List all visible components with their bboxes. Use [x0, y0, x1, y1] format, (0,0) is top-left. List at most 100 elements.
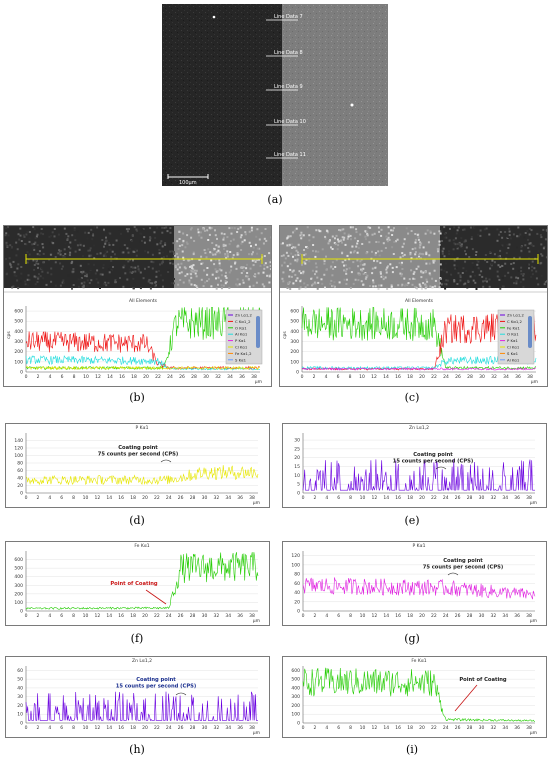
- x-tick-label: 24: [443, 725, 449, 731]
- x-tick-label: 16: [395, 495, 401, 501]
- y-tick-label: 20: [17, 483, 23, 489]
- x-tick-label: 10: [83, 613, 89, 619]
- x-tick-label: 26: [455, 613, 461, 619]
- x-tick-label: 24: [166, 495, 172, 501]
- y-tick-label: 120: [14, 446, 23, 452]
- y-tick-label: 0: [20, 721, 23, 727]
- y-tick-label: 80: [17, 461, 23, 467]
- x-tick-label: 36: [237, 495, 243, 501]
- x-tick-label: 14: [107, 374, 113, 380]
- x-tick-label: 30: [479, 725, 485, 731]
- legend-scrollbar[interactable]: [256, 316, 260, 348]
- x-tick-label: 0: [25, 725, 28, 731]
- legend-entry: Cl Kα1: [507, 345, 520, 350]
- y-tick-label: 400: [290, 329, 299, 335]
- y-tick-label: 20: [294, 455, 300, 461]
- x-tick-label: 10: [359, 374, 365, 380]
- series-line-p-k-1: [25, 465, 259, 486]
- x-tick-label: 22: [431, 725, 437, 731]
- chart-title: P Kα1: [413, 543, 426, 549]
- x-tick-label: 22: [154, 613, 160, 619]
- x-tick-label: 18: [130, 613, 136, 619]
- series-line-o: [25, 355, 261, 371]
- x-tick-label: 22: [431, 613, 437, 619]
- x-tick-label: 34: [227, 374, 233, 380]
- y-axis-label: cps: [283, 331, 288, 339]
- chart-title: Fe Kα1: [411, 658, 426, 664]
- y-tick-label: 0: [296, 370, 299, 376]
- x-tick-label: 28: [467, 495, 473, 501]
- legend-scrollbar[interactable]: [528, 316, 532, 348]
- x-tick-label: 32: [215, 374, 221, 380]
- x-tick-label: 14: [106, 613, 112, 619]
- x-tick-label: 0: [25, 374, 28, 380]
- legend-entry: Cl Kα1: [235, 345, 248, 350]
- chart-title: Fe Kα1: [134, 543, 149, 549]
- annotation-bracket: [160, 459, 172, 463]
- x-tick-label: 18: [130, 725, 136, 731]
- legend-entry: Fe Kα1,2: [235, 351, 252, 356]
- y-tick-label: 600: [291, 668, 300, 674]
- caption-d: (d): [129, 514, 145, 527]
- chart-title: P Kα1: [136, 425, 149, 431]
- x-tick-label: 6: [337, 613, 340, 619]
- sem-dark-region: [162, 4, 282, 186]
- caption-h: (h): [129, 743, 145, 756]
- annotation-text: Coating point: [443, 558, 483, 564]
- x-tick-label: 6: [61, 374, 64, 380]
- y-tick-label: 20: [294, 599, 300, 605]
- legend-entry: O Kα1: [507, 332, 519, 337]
- x-tick-label: 16: [119, 374, 125, 380]
- y-tick-label: 0: [297, 491, 300, 497]
- x-tick-label: 28: [467, 725, 473, 731]
- y-tick-label: 0: [20, 491, 23, 497]
- x-tick-label: 36: [239, 374, 245, 380]
- x-tick-label: 30: [202, 613, 208, 619]
- x-tick-label: 8: [72, 725, 75, 731]
- sem-line-label: Line Data 10: [274, 119, 306, 125]
- x-tick-label: 30: [202, 495, 208, 501]
- series-line-zn-l-1-2: [302, 459, 535, 492]
- x-tick-label: 4: [48, 725, 51, 731]
- x-tick-label: 12: [95, 725, 101, 731]
- x-tick-label: 38: [249, 495, 255, 501]
- annotation-text: 15 counts per second (CPS): [116, 684, 197, 690]
- x-tick-label: 28: [191, 374, 197, 380]
- sem-line-label: Line Data 7: [274, 14, 303, 20]
- eds-map-image: [280, 226, 547, 290]
- x-tick-label: 36: [237, 725, 243, 731]
- x-tick-label: 24: [443, 613, 449, 619]
- x-axis-label: μm: [531, 380, 538, 385]
- annotation-text: 15 counts per second (CPS): [393, 459, 474, 465]
- annotation-arrow: [454, 684, 478, 712]
- x-tick-label: 26: [179, 374, 185, 380]
- x-tick-label: 4: [48, 495, 51, 501]
- x-tick-label: 6: [60, 495, 63, 501]
- y-tick-label: 500: [290, 319, 299, 325]
- x-tick-label: 30: [479, 613, 485, 619]
- x-tick-label: 38: [527, 374, 533, 380]
- x-tick-label: 22: [431, 495, 437, 501]
- y-tick-label: 100: [291, 712, 300, 718]
- x-tick-label: 26: [178, 495, 184, 501]
- x-tick-label: 34: [502, 613, 508, 619]
- x-tick-label: 8: [349, 374, 352, 380]
- x-tick-label: 20: [142, 495, 148, 501]
- x-tick-label: 30: [202, 725, 208, 731]
- y-tick-label: 300: [14, 339, 23, 345]
- x-tick-label: 32: [490, 725, 496, 731]
- x-tick-label: 16: [118, 495, 124, 501]
- y-tick-label: 100: [14, 600, 23, 606]
- x-tick-label: 18: [407, 495, 413, 501]
- x-tick-label: 22: [155, 374, 161, 380]
- y-tick-label: 50: [17, 677, 23, 683]
- y-tick-label: 500: [14, 566, 23, 572]
- x-axis-label: μm: [530, 501, 537, 506]
- x-tick-label: 38: [526, 495, 532, 501]
- x-axis-label: μm: [255, 380, 262, 385]
- y-tick-label: 60: [17, 668, 23, 674]
- x-tick-label: 4: [325, 613, 328, 619]
- sem-particle: [350, 103, 354, 107]
- x-tick-label: 4: [49, 374, 52, 380]
